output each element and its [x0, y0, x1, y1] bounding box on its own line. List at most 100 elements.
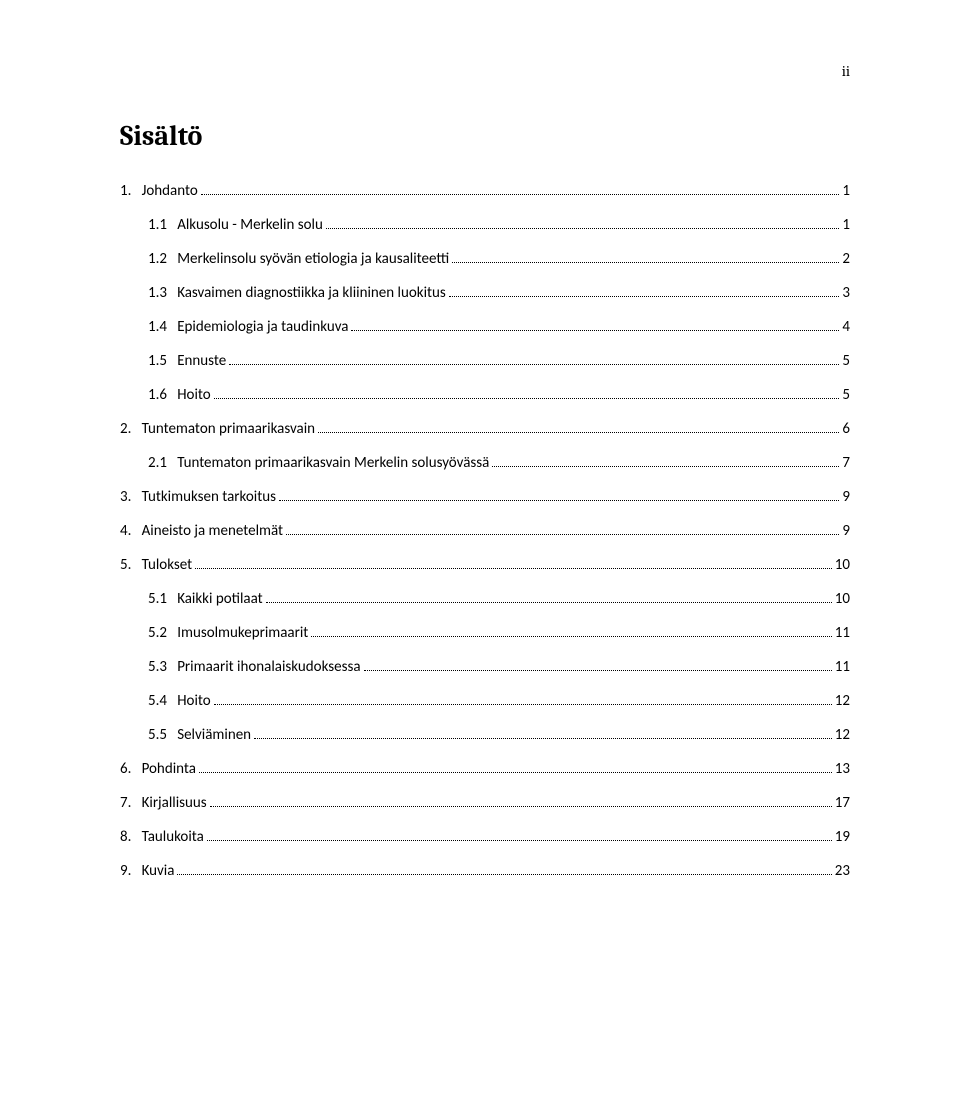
- toc-entry-page: 4: [842, 318, 850, 336]
- toc-entry-page: 12: [835, 692, 850, 710]
- toc-entry-text: Merkelinsolu syövän etiologia ja kausali…: [177, 250, 449, 268]
- toc-entry-text: Pohdinta: [142, 760, 196, 778]
- toc-entry-label: 1. Johdanto: [120, 182, 198, 200]
- toc-entry-text: Tuntematon primaarikasvain: [142, 420, 315, 438]
- toc-entry-page: 3: [842, 284, 850, 302]
- toc-leader-dots: [201, 194, 840, 195]
- toc-entry-number: 1.2: [148, 250, 167, 268]
- toc-entry-text: Primaarit ihonalaiskudoksessa: [177, 658, 360, 676]
- toc-entry-page: 5: [842, 352, 850, 370]
- toc-entry-page: 19: [835, 828, 850, 846]
- toc-entry-page: 9: [842, 488, 850, 506]
- toc-entry-label: 4. Aineisto ja menetelmät: [120, 522, 283, 540]
- toc-entry-label: 1.6 Hoito: [120, 386, 211, 404]
- toc-leader-dots: [207, 840, 832, 841]
- toc-entry-number: 5.4: [148, 692, 167, 710]
- toc-entry-number: 1.1: [148, 216, 167, 234]
- toc-entry-page: 17: [835, 794, 850, 812]
- toc-entry-label: 5.3 Primaarit ihonalaiskudoksessa: [120, 658, 361, 676]
- toc-entry-number: 9.: [120, 862, 131, 880]
- toc-entry: 5.5 Selviäminen 12: [120, 726, 850, 744]
- page-number-roman: ii: [842, 62, 850, 80]
- toc-entry-label: 8. Taulukoita: [120, 828, 204, 846]
- toc-entry-text: Tuntematon primaarikasvain Merkelin solu…: [177, 454, 489, 472]
- toc-entry-label: 6. Pohdinta: [120, 760, 196, 778]
- toc-leader-dots: [326, 228, 840, 229]
- toc-entry: 5.4 Hoito 12: [120, 692, 850, 710]
- toc-entry-page: 10: [835, 556, 850, 574]
- toc-leader-dots: [311, 636, 831, 637]
- toc-leader-dots: [229, 364, 839, 365]
- toc-leader-dots: [452, 262, 839, 263]
- toc-entry: 1.6 Hoito 5: [120, 386, 850, 404]
- toc-entry: 7. Kirjallisuus17: [120, 794, 850, 812]
- toc-entry-page: 1: [842, 216, 850, 234]
- toc-entry-text: Tutkimuksen tarkoitus: [142, 488, 276, 506]
- toc-entry-page: 23: [835, 862, 850, 880]
- toc-entry-page: 13: [835, 760, 850, 778]
- toc-entry-page: 2: [842, 250, 850, 268]
- toc-entry-text: Epidemiologia ja taudinkuva: [177, 318, 348, 336]
- toc-entry: 5. Tulokset10: [120, 556, 850, 574]
- toc-entry: 1.3 Kasvaimen diagnostiikka ja kliininen…: [120, 284, 850, 302]
- toc-entry-label: 5.5 Selviäminen: [120, 726, 251, 744]
- toc-leader-dots: [210, 806, 832, 807]
- toc-entry-number: 2.1: [148, 454, 167, 472]
- toc-entry-label: 2. Tuntematon primaarikasvain: [120, 420, 315, 438]
- toc-entry-page: 9: [842, 522, 850, 540]
- toc-entry-text: Taulukoita: [142, 828, 204, 846]
- toc-leader-dots: [449, 296, 840, 297]
- toc-leader-dots: [318, 432, 839, 433]
- toc-entry-text: Selviäminen: [177, 726, 251, 744]
- toc-entry-number: 2.: [120, 420, 131, 438]
- toc-entry: 8. Taulukoita 19: [120, 828, 850, 846]
- toc-leader-dots: [286, 534, 839, 535]
- toc-entry-text: Aineisto ja menetelmät: [142, 522, 283, 540]
- toc-entry-number: 1.: [120, 182, 131, 200]
- toc-entry-text: Kuvia: [142, 862, 175, 880]
- toc-entry: 1.1 Alkusolu - Merkelin solu 1: [120, 216, 850, 234]
- toc-entry-page: 5: [842, 386, 850, 404]
- toc-entry: 1.2 Merkelinsolu syövän etiologia ja kau…: [120, 250, 850, 268]
- toc-entry: 5.2 Imusolmukeprimaarit11: [120, 624, 850, 642]
- toc-entry-number: 5.5: [148, 726, 167, 744]
- toc-leader-dots: [177, 874, 831, 875]
- toc-entry-page: 7: [842, 454, 850, 472]
- toc-entry-label: 1.2 Merkelinsolu syövän etiologia ja kau…: [120, 250, 449, 268]
- toc-entry: 4. Aineisto ja menetelmät 9: [120, 522, 850, 540]
- toc-entry-text: Imusolmukeprimaarit: [177, 624, 308, 642]
- toc-entry-label: 1.5 Ennuste: [120, 352, 226, 370]
- toc-entry-number: 5.: [120, 556, 131, 574]
- toc-entry-label: 5.1 Kaikki potilaat: [120, 590, 263, 608]
- toc-entry-number: 1.4: [148, 318, 167, 336]
- toc-entry-text: Ennuste: [177, 352, 226, 370]
- toc-entry: 2.1 Tuntematon primaarikasvain Merkelin …: [120, 454, 850, 472]
- toc-entry-number: 1.3: [148, 284, 167, 302]
- toc-entry-label: 5.4 Hoito: [120, 692, 211, 710]
- toc-entry-number: 8.: [120, 828, 131, 846]
- toc-entry: 2. Tuntematon primaarikasvain6: [120, 420, 850, 438]
- toc-entry: 5.3 Primaarit ihonalaiskudoksessa11: [120, 658, 850, 676]
- toc-title: Sisältö: [120, 120, 850, 152]
- toc-entry-number: 7.: [120, 794, 131, 812]
- toc-entry: 9. Kuvia 23: [120, 862, 850, 880]
- toc-entry-text: Kaikki potilaat: [177, 590, 263, 608]
- toc-entry-number: 1.5: [148, 352, 167, 370]
- toc-entry: 1.4 Epidemiologia ja taudinkuva 4: [120, 318, 850, 336]
- toc-leader-dots: [364, 670, 832, 671]
- toc-entry: 6. Pohdinta 13: [120, 760, 850, 778]
- toc-entry-number: 3.: [120, 488, 131, 506]
- toc-leader-dots: [195, 568, 832, 569]
- toc-entry-text: Alkusolu - Merkelin solu: [177, 216, 323, 234]
- toc-entry-label: 1.3 Kasvaimen diagnostiikka ja kliininen…: [120, 284, 446, 302]
- toc-entry-label: 5.2 Imusolmukeprimaarit: [120, 624, 308, 642]
- content-area: Sisältö 1. Johdanto11.1 Alkusolu - Merke…: [0, 0, 960, 880]
- toc-entry-page: 12: [835, 726, 850, 744]
- toc-leader-dots: [254, 738, 832, 739]
- toc-entry-page: 1: [842, 182, 850, 200]
- toc-entry-label: 2.1 Tuntematon primaarikasvain Merkelin …: [120, 454, 489, 472]
- toc-entry-number: 5.3: [148, 658, 167, 676]
- toc-leader-dots: [351, 330, 839, 331]
- toc-entry: 3. Tutkimuksen tarkoitus 9: [120, 488, 850, 506]
- toc-entry-text: Johdanto: [142, 182, 198, 200]
